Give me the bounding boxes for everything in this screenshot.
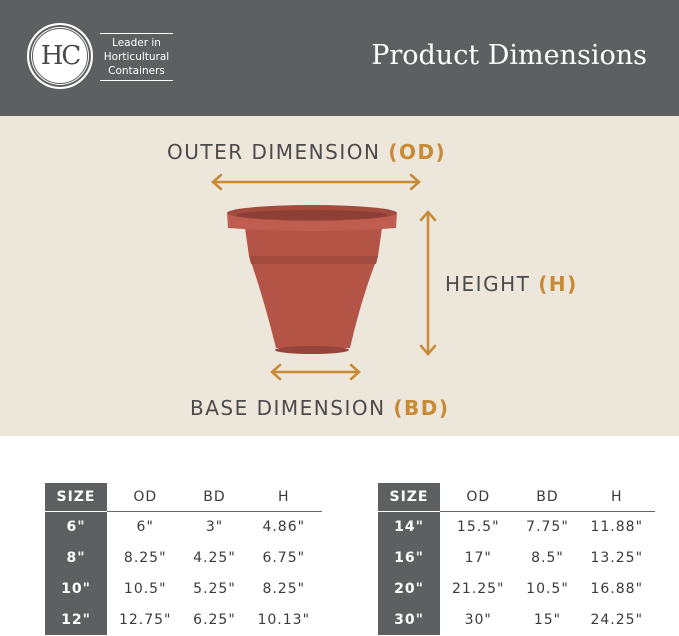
tagline-line: Horticultural bbox=[103, 51, 170, 63]
dimension-cell: 6" bbox=[136, 518, 154, 535]
column-header: OD bbox=[440, 483, 517, 512]
size-cell: 20" bbox=[378, 573, 440, 604]
size-cell: 6" bbox=[45, 511, 107, 542]
table-row: 8" 8.25" 4.25" 6.75" bbox=[45, 542, 322, 573]
header: HC Leader in Horticultural Containers Pr… bbox=[0, 0, 679, 116]
dimension-cell: 5.25" bbox=[193, 580, 236, 597]
dimension-cell: 4.25" bbox=[193, 549, 236, 566]
label-text: BASE DIMENSION bbox=[190, 396, 394, 420]
dimension-cell: 10.5" bbox=[123, 580, 167, 597]
dimension-cell: 24.25" bbox=[590, 611, 644, 628]
table-row: 30" 30" 15" 24.25" bbox=[378, 604, 655, 635]
dimension-cell: 7.75" bbox=[526, 518, 569, 535]
height-label: HEIGHT (H) bbox=[445, 272, 578, 296]
size-cell: 8" bbox=[45, 542, 107, 573]
size-cell: 30" bbox=[378, 604, 440, 635]
dimension-cell: 13.25" bbox=[590, 549, 644, 566]
base-dimension-arrow bbox=[270, 363, 361, 381]
column-header: SIZE bbox=[378, 483, 440, 512]
label-abbr: (H) bbox=[538, 272, 578, 296]
table-row: 12" 12.75" 6.25" 10.13" bbox=[45, 604, 322, 635]
dimension-cell: 8.25" bbox=[123, 549, 167, 566]
hc-logo: HC bbox=[27, 23, 93, 89]
base-dimension-label: BASE DIMENSION (BD) bbox=[190, 396, 450, 420]
table-row: 16" 17" 8.5" 13.25" bbox=[378, 542, 655, 573]
outer-dimension-arrow bbox=[211, 173, 421, 191]
dimension-cell: 4.86" bbox=[262, 518, 306, 535]
dimension-cell: 16.88" bbox=[590, 580, 644, 597]
tagline-line: Leader in bbox=[112, 37, 161, 49]
height-arrow bbox=[419, 210, 437, 356]
dimension-cell: 8.5" bbox=[531, 549, 564, 566]
column-header: BD bbox=[183, 483, 246, 512]
dimension-cell: 11.88" bbox=[590, 518, 644, 535]
logo-mark: HC bbox=[40, 41, 82, 71]
size-table-small: SIZE OD BD H 6" 6" 3" 4.86" 8" 8.25" 4.25" 6.75" 10"… bbox=[45, 483, 322, 635]
pot-illustration bbox=[211, 173, 437, 381]
dimension-cell: 6.25" bbox=[193, 611, 236, 628]
size-cell: 16" bbox=[378, 542, 440, 573]
column-header: BD bbox=[516, 483, 579, 512]
label-text: OUTER DIMENSION bbox=[167, 140, 389, 164]
dimension-cell: 17" bbox=[464, 549, 492, 566]
size-cell: 10" bbox=[45, 573, 107, 604]
dimension-cell: 15.5" bbox=[456, 518, 500, 535]
dimension-cell: 12.75" bbox=[118, 611, 172, 628]
column-header: SIZE bbox=[45, 483, 107, 512]
dimension-cell: 30" bbox=[464, 611, 492, 628]
size-cell: 12" bbox=[45, 604, 107, 635]
table-row: 6" 6" 3" 4.86" bbox=[45, 511, 322, 542]
size-table-large: SIZE OD BD H 14" 15.5" 7.75" 11.88" 16" 17" 8.5" 13… bbox=[378, 483, 655, 635]
dimension-cell: 6.75" bbox=[262, 549, 306, 566]
column-header: H bbox=[578, 483, 655, 512]
table-row: 20" 21.25" 10.5" 16.88" bbox=[378, 573, 655, 604]
column-header: H bbox=[245, 483, 322, 512]
label-abbr: (OD) bbox=[388, 140, 447, 164]
dimension-cell: 8.25" bbox=[262, 580, 306, 597]
label-abbr: (BD) bbox=[393, 396, 450, 420]
tagline: Leader in Horticultural Containers bbox=[100, 33, 173, 81]
dimension-cell: 3" bbox=[205, 518, 224, 535]
size-cell: 14" bbox=[378, 511, 440, 542]
column-header: OD bbox=[107, 483, 184, 512]
outer-dimension-label: OUTER DIMENSION (OD) bbox=[167, 140, 446, 164]
table-header-row: SIZE OD BD H bbox=[45, 483, 322, 512]
page-title: Product Dimensions bbox=[371, 40, 647, 71]
table-header-row: SIZE OD BD H bbox=[378, 483, 655, 512]
dimension-cell: 10.5" bbox=[526, 580, 569, 597]
label-text: HEIGHT bbox=[445, 272, 539, 296]
tagline-line: Containers bbox=[108, 65, 165, 77]
dimension-cell: 15" bbox=[533, 611, 562, 628]
dimension-cell: 21.25" bbox=[451, 580, 505, 597]
pot bbox=[227, 205, 397, 354]
dimension-cell: 10.13" bbox=[257, 611, 311, 628]
dimension-diagram: OUTER DIMENSION (OD) HEIGHT (H) BASE DIM… bbox=[0, 116, 679, 436]
table-row: 10" 10.5" 5.25" 8.25" bbox=[45, 573, 322, 604]
table-row: 14" 15.5" 7.75" 11.88" bbox=[378, 511, 655, 542]
